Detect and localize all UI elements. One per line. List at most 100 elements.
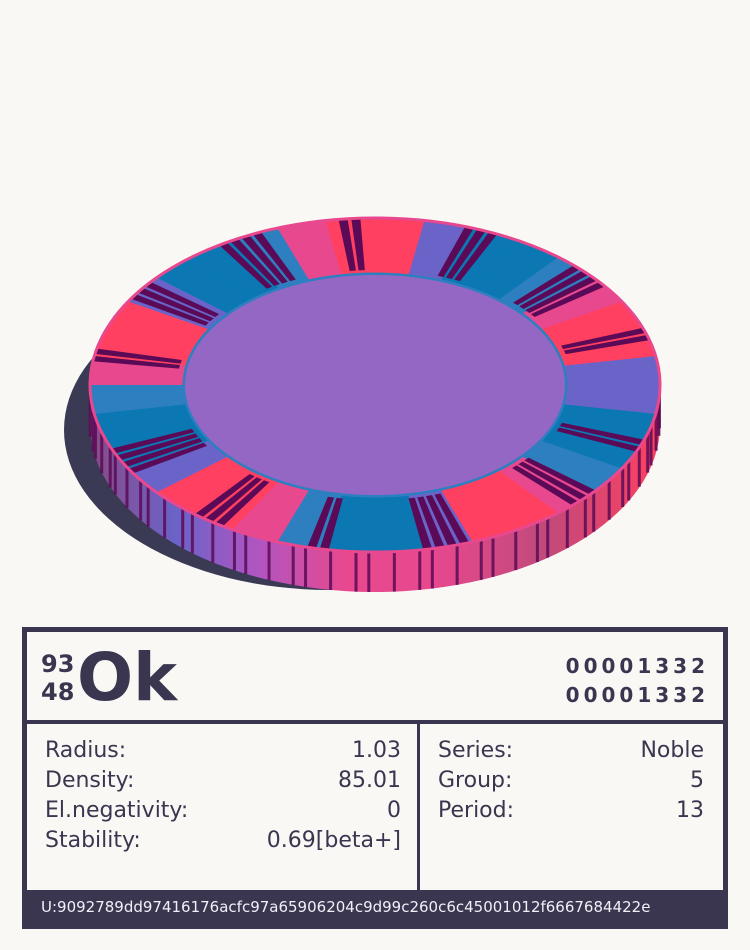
ring-segment [519, 440, 622, 493]
side-stripe [329, 550, 333, 591]
code-top: 00001332 [565, 654, 709, 678]
ring-side [88, 385, 661, 592]
ring-segment [470, 240, 560, 302]
side-stripe [163, 497, 167, 538]
element-card: 93 48 Ok 00001332 00001332 Radius: 1.03 … [22, 627, 728, 929]
ring-side-wall [90, 385, 660, 592]
side-stripe [125, 467, 129, 508]
ring-stripe [425, 495, 457, 547]
ring-segment [469, 469, 559, 531]
side-stripe [649, 425, 653, 466]
ring-segment [539, 301, 644, 348]
ring-stripe [445, 229, 486, 280]
property-value: 13 [676, 798, 704, 823]
element-codes: 00001332 00001332 [566, 652, 709, 710]
property-value: 85.01 [338, 768, 401, 793]
ring-stripe [530, 282, 605, 318]
property-group: Group: 5 [438, 766, 704, 796]
ring-stripe [319, 497, 343, 550]
property-value: Noble [640, 738, 704, 763]
side-stripe [88, 396, 92, 437]
ring-segment [94, 403, 197, 443]
element-symbol: Ok [77, 639, 177, 716]
ring-stripe [512, 465, 579, 506]
ring-segment [407, 220, 474, 282]
ring-outer-edge [88, 216, 662, 554]
ring-segment [107, 300, 211, 348]
side-stripe [211, 522, 215, 563]
side-stripe [514, 530, 518, 571]
property-label: Series: [438, 738, 514, 763]
nuclide-numbers: 93 48 [41, 650, 74, 706]
property-label: El.negativity: [45, 798, 189, 823]
property-density: Density: 85.01 [45, 766, 401, 796]
ring-stripe [230, 238, 280, 286]
ring-segment [231, 479, 311, 542]
atomic-number: 48 [41, 678, 75, 706]
side-stripe [91, 411, 95, 452]
element-header: 93 48 Ok 00001332 00001332 [27, 632, 723, 724]
ring-stripe [513, 265, 581, 306]
property-stability: Stability: 0.69[beta+] [45, 826, 401, 856]
properties-right: Series: Noble Group: 5 Period: 13 [420, 724, 723, 890]
side-stripe [108, 447, 112, 488]
ring-segment [155, 455, 253, 513]
side-stripe [627, 460, 631, 501]
property-period: Period: 13 [438, 796, 704, 826]
side-stripe [621, 467, 625, 508]
ring-segment [561, 385, 660, 415]
side-stripe [291, 545, 295, 586]
property-radius: Radius: 1.03 [45, 736, 401, 766]
ring-segment [520, 277, 623, 331]
ring-segment [439, 480, 518, 543]
ring-stripe [215, 480, 270, 527]
side-stripe [354, 551, 358, 592]
ring-stripe [524, 457, 596, 495]
ring-stripe [94, 348, 182, 364]
ring-segment [191, 239, 281, 301]
side-stripe [654, 410, 658, 451]
ring-stripe [241, 235, 288, 284]
mass-number: 93 [41, 650, 75, 678]
ring-stripe [219, 242, 273, 289]
ring-center [185, 275, 565, 495]
ring-stripe [518, 461, 588, 501]
ring-segment [156, 256, 254, 315]
property-value: 1.03 [352, 738, 401, 763]
side-stripe [100, 433, 104, 474]
ring-stripe [130, 294, 209, 326]
ring-stripe [111, 428, 195, 454]
unique-id-footer: U:9092789dd97416176acfc97a65906204c9d99c… [27, 890, 723, 924]
side-stripe [546, 517, 550, 558]
ring-stripe [556, 427, 640, 452]
side-stripe [93, 418, 97, 459]
code-bottom: 00001332 [565, 683, 709, 707]
side-stripe [592, 491, 596, 532]
side-stripe [181, 508, 185, 549]
side-stripe [607, 479, 611, 520]
side-stripe [430, 548, 434, 589]
ring-stripe [307, 496, 335, 549]
ring-stripe [145, 282, 220, 318]
ring-stripe [561, 327, 646, 350]
ring-stripe [204, 477, 262, 523]
ring-stripe [116, 433, 199, 461]
ring-segment [277, 220, 343, 282]
ring-segment [539, 422, 643, 470]
side-stripe [646, 432, 650, 473]
side-stripe [113, 454, 117, 495]
side-stripe [190, 513, 194, 554]
side-stripe [267, 540, 271, 581]
side-stripe [304, 547, 308, 588]
ring-segment [90, 384, 188, 414]
side-stripe [535, 522, 539, 563]
side-stripe [479, 539, 483, 580]
property-label: Group: [438, 768, 513, 793]
property-value: 0 [387, 798, 401, 823]
side-stripe [491, 536, 495, 577]
side-stripe [392, 551, 396, 592]
ring-stripe [519, 270, 589, 309]
property-label: Period: [438, 798, 515, 823]
property-label: Stability: [45, 828, 141, 853]
side-stripe [418, 549, 422, 590]
